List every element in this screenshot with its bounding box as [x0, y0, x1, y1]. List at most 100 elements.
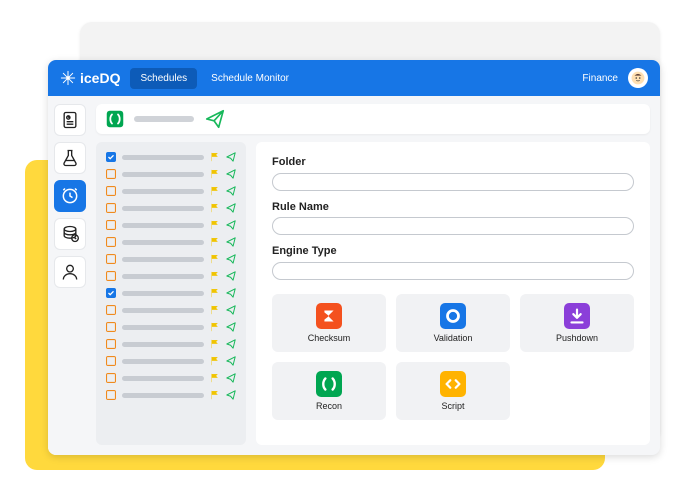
- send-icon: [226, 169, 236, 179]
- tab-schedules[interactable]: Schedules: [130, 68, 197, 89]
- report-icon: [60, 110, 80, 130]
- item-label-placeholder: [122, 240, 204, 245]
- flag-icon: [210, 356, 220, 366]
- recon-icon[interactable]: [106, 110, 124, 128]
- database-nav[interactable]: [54, 218, 86, 250]
- flag-icon: [210, 271, 220, 281]
- engine-checksum[interactable]: Checksum: [272, 294, 386, 352]
- item-label-placeholder: [122, 274, 204, 279]
- checkbox-icon: [106, 356, 116, 366]
- list-item[interactable]: [106, 288, 236, 298]
- engine-label: Script: [441, 401, 464, 411]
- vertical-nav: [48, 96, 92, 455]
- field-label-rule-name: Rule Name: [272, 201, 634, 213]
- item-label-placeholder: [122, 206, 204, 211]
- checkbox-icon: [106, 271, 116, 281]
- avatar-face-icon: [631, 71, 645, 85]
- engine-label: Checksum: [308, 333, 351, 343]
- item-label-placeholder: [122, 393, 204, 398]
- tab-schedule-monitor[interactable]: Schedule Monitor: [201, 68, 299, 89]
- list-item[interactable]: [106, 373, 236, 383]
- list-item[interactable]: [106, 271, 236, 281]
- brand-name: iceDQ: [80, 70, 120, 86]
- checkbox-icon: [106, 339, 116, 349]
- send-icon: [226, 288, 236, 298]
- item-label-placeholder: [122, 308, 204, 313]
- code-icon: [440, 371, 466, 397]
- database-icon: [60, 224, 80, 244]
- flag-icon: [210, 322, 220, 332]
- list-item[interactable]: [106, 305, 236, 315]
- checkbox-icon: [106, 203, 116, 213]
- workspace-label[interactable]: Finance: [582, 73, 618, 84]
- checkbox-icon: [106, 305, 116, 315]
- list-item[interactable]: [106, 237, 236, 247]
- detail-panel: Folder Rule Name Engine Type Checksum Valid…: [256, 142, 650, 445]
- item-label-placeholder: [122, 376, 204, 381]
- titlebar: iceDQ SchedulesSchedule Monitor Finance: [48, 60, 660, 96]
- flag-icon: [210, 305, 220, 315]
- list-item[interactable]: [106, 339, 236, 349]
- item-label-placeholder: [122, 325, 204, 330]
- list-item[interactable]: [106, 390, 236, 400]
- field-label-engine-type: Engine Type: [272, 245, 634, 257]
- flag-icon: [210, 237, 220, 247]
- item-label-placeholder: [122, 172, 204, 177]
- checkbox-icon: [106, 390, 116, 400]
- send-icon: [226, 220, 236, 230]
- field-input-engine-type[interactable]: [272, 262, 634, 280]
- item-label-placeholder: [122, 223, 204, 228]
- toolbar: [96, 104, 650, 134]
- engine-label: Validation: [434, 333, 473, 343]
- engine-recon[interactable]: Recon: [272, 362, 386, 420]
- send-icon: [226, 390, 236, 400]
- send-icon: [226, 305, 236, 315]
- item-label-placeholder: [122, 257, 204, 262]
- engine-validation[interactable]: Validation: [396, 294, 510, 352]
- item-label-placeholder: [122, 155, 204, 160]
- item-label-placeholder: [122, 359, 204, 364]
- send-icon: [226, 237, 236, 247]
- flask-nav[interactable]: [54, 142, 86, 174]
- list-item[interactable]: [106, 356, 236, 366]
- list-item[interactable]: [106, 186, 236, 196]
- item-label-placeholder: [122, 342, 204, 347]
- checkbox-icon: [106, 152, 116, 162]
- list-item[interactable]: [106, 254, 236, 264]
- checkbox-icon: [106, 288, 116, 298]
- flag-icon: [210, 373, 220, 383]
- field-input-rule-name[interactable]: [272, 217, 634, 235]
- send-icon: [226, 271, 236, 281]
- send-icon: [226, 356, 236, 366]
- user-nav[interactable]: [54, 256, 86, 288]
- engine-label: Recon: [316, 401, 342, 411]
- send-icon: [226, 373, 236, 383]
- field-input-folder[interactable]: [272, 173, 634, 191]
- flag-icon: [210, 254, 220, 264]
- engine-type-grid: Checksum Validation Pushdown Recon Script: [272, 294, 634, 420]
- engine-pushdown[interactable]: Pushdown: [520, 294, 634, 352]
- flag-icon: [210, 288, 220, 298]
- send-icon: [226, 186, 236, 196]
- list-item[interactable]: [106, 203, 236, 213]
- field-label-folder: Folder: [272, 156, 634, 168]
- item-label-placeholder: [122, 189, 204, 194]
- flag-icon: [210, 339, 220, 349]
- report-nav[interactable]: [54, 104, 86, 136]
- recon-icon: [316, 371, 342, 397]
- brand-logo: iceDQ: [60, 70, 120, 86]
- list-item[interactable]: [106, 322, 236, 332]
- send-icon[interactable]: [204, 108, 226, 130]
- engine-script[interactable]: Script: [396, 362, 510, 420]
- schedule-nav[interactable]: [54, 180, 86, 212]
- list-item[interactable]: [106, 152, 236, 162]
- list-item[interactable]: [106, 169, 236, 179]
- flag-icon: [210, 152, 220, 162]
- send-icon: [226, 339, 236, 349]
- checkbox-icon: [106, 169, 116, 179]
- avatar[interactable]: [628, 68, 648, 88]
- flask-icon: [60, 148, 80, 168]
- item-label-placeholder: [122, 291, 204, 296]
- list-item[interactable]: [106, 220, 236, 230]
- user-icon: [60, 262, 80, 282]
